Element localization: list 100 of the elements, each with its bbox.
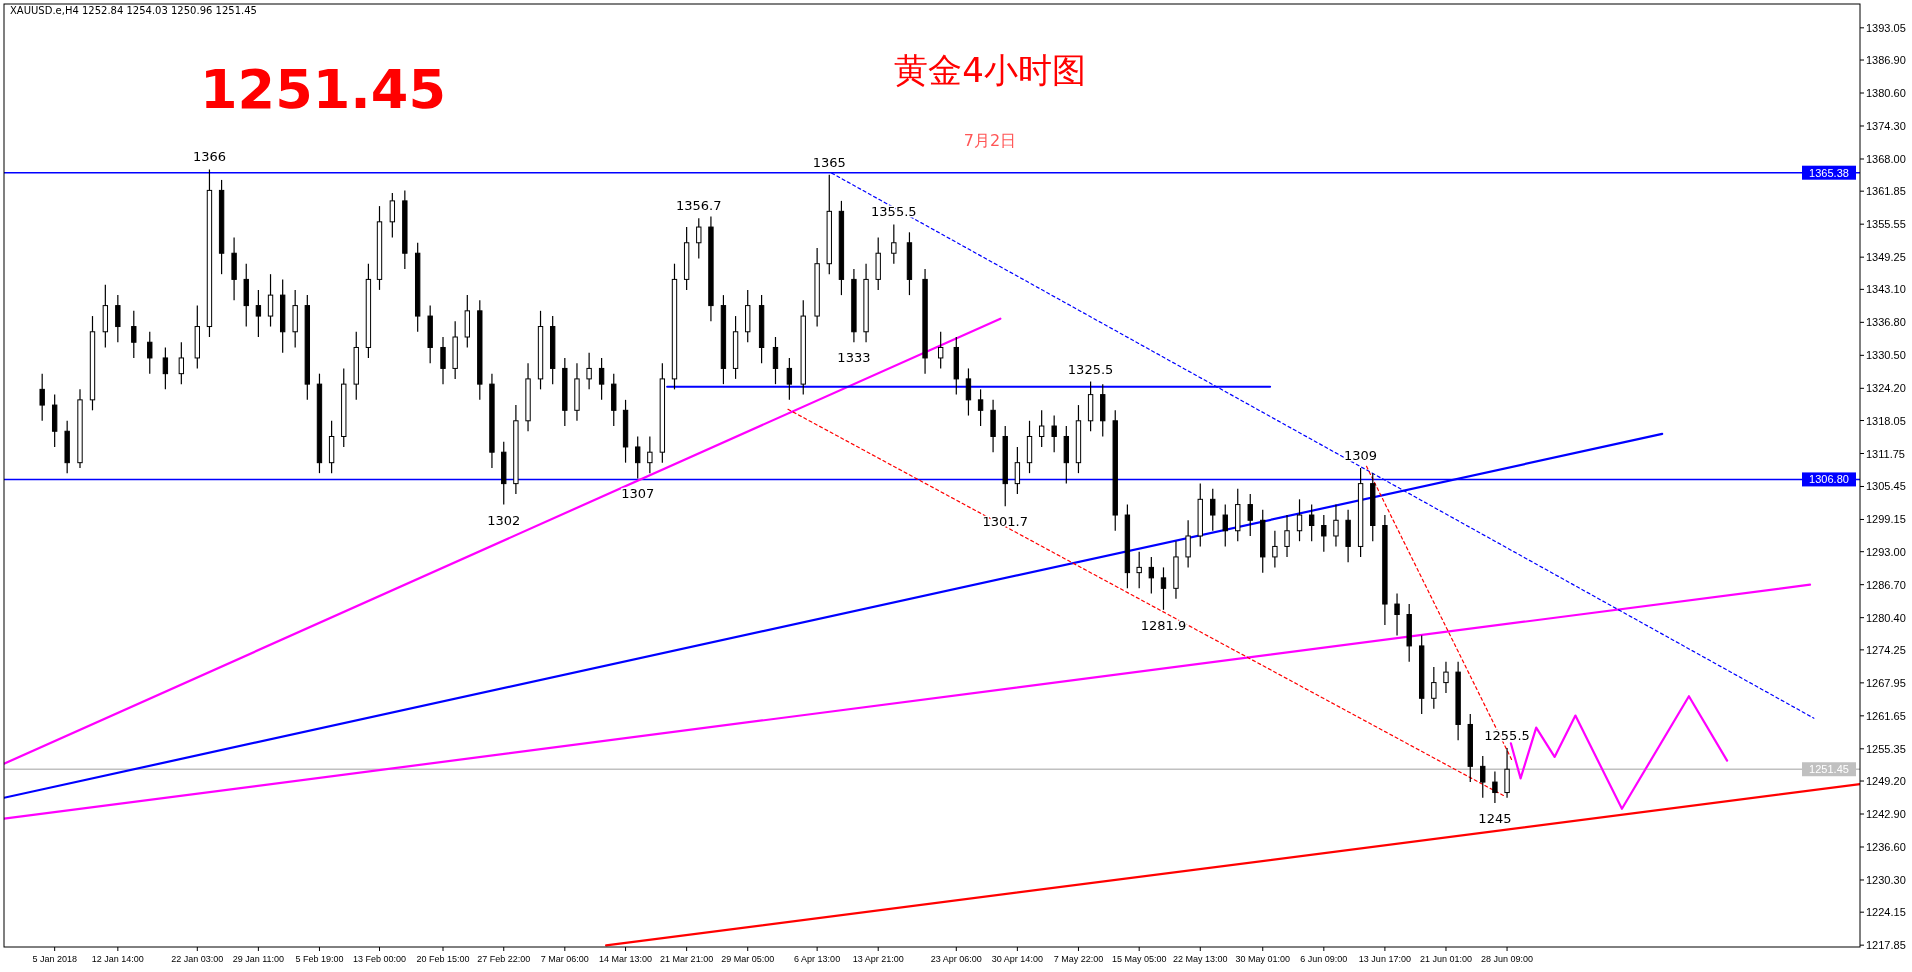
annotation: 1356.7 xyxy=(676,198,722,214)
candlestick xyxy=(635,435,641,479)
x-tick-label: 20 Feb 15:00 xyxy=(416,954,470,964)
candlestick xyxy=(1247,493,1253,537)
x-tick-label: 7 May 22:00 xyxy=(1053,954,1104,964)
candlestick xyxy=(1296,498,1303,542)
y-tick-label: 1217.85 xyxy=(1866,939,1906,952)
candlestick xyxy=(965,367,972,417)
annotation: 1281.9 xyxy=(1140,617,1187,633)
x-tick-label: 5 Feb 19:00 xyxy=(295,954,344,964)
x-tick-label: 12 Jan 14:00 xyxy=(91,954,144,964)
x-tick-label: 6 Apr 13:00 xyxy=(794,954,841,964)
candlestick xyxy=(1038,409,1045,448)
candlestick xyxy=(1051,414,1057,453)
candlestick xyxy=(586,352,592,390)
candlestick xyxy=(1333,503,1339,548)
x-tick-label: 15 May 05:00 xyxy=(1111,954,1167,964)
x-tick-label: 30 May 01:00 xyxy=(1235,954,1291,964)
y-tick-label: 1374.30 xyxy=(1866,120,1906,132)
annotation: 1365 xyxy=(812,154,846,170)
annotation: 1255.5 xyxy=(1484,728,1530,744)
y-tick-label: 1386.90 xyxy=(1866,54,1906,67)
candlestick xyxy=(1431,666,1437,710)
annotation: 1325.5 xyxy=(1067,361,1114,377)
x-tick-label: 22 Jan 03:00 xyxy=(171,954,224,964)
y-tick-label: 1299.15 xyxy=(1866,513,1906,526)
y-tick-label: 1242.90 xyxy=(1866,808,1906,821)
candlestick xyxy=(267,273,274,328)
candlestick xyxy=(786,357,793,401)
y-tick-label: 1343.10 xyxy=(1866,283,1906,296)
y-tick-label: 1255.35 xyxy=(1866,742,1906,755)
y-tick-label: 1236.60 xyxy=(1866,840,1906,853)
y-tick-label: 1368.00 xyxy=(1866,152,1906,165)
candlestick xyxy=(1394,592,1400,637)
candlestick xyxy=(131,310,137,359)
candlestick xyxy=(1308,503,1315,542)
candlestick xyxy=(1504,747,1510,799)
candlestick xyxy=(1480,755,1486,799)
annotation: 1302 xyxy=(487,512,521,528)
y-tick-label: 1280.40 xyxy=(1866,611,1906,624)
annotation: 1301.7 xyxy=(982,514,1028,530)
annotation: 1309 xyxy=(1344,447,1378,463)
candlestick xyxy=(162,346,169,390)
x-tick-label: 6 Jun 09:00 xyxy=(1300,954,1348,964)
y-tick-label: 1230.30 xyxy=(1866,873,1906,886)
candlestick xyxy=(1160,566,1167,611)
y-tick-label: 1361.85 xyxy=(1866,185,1906,198)
y-tick-label: 1286.70 xyxy=(1866,578,1906,591)
y-tick-label: 1393.05 xyxy=(1866,21,1906,34)
x-tick-label: 29 Jan 11:00 xyxy=(232,954,285,964)
candlestick xyxy=(1222,503,1228,548)
candlestick xyxy=(1148,556,1155,595)
x-tick-label: 23 Apr 06:00 xyxy=(930,954,982,964)
annotation: 1333 xyxy=(837,350,871,366)
candlestick xyxy=(389,192,396,239)
y-tick-label: 1380.60 xyxy=(1866,87,1906,100)
ref-line-label: 1251.45 xyxy=(1809,763,1849,776)
y-tick-label: 1336.80 xyxy=(1866,316,1906,329)
ref-line-label: 1306.80 xyxy=(1809,473,1849,486)
y-tick-label: 1249.20 xyxy=(1866,775,1906,788)
candlestick xyxy=(696,217,702,260)
y-tick-label: 1305.45 xyxy=(1866,480,1906,493)
y-tick-label: 1267.95 xyxy=(1866,676,1906,689)
candlestick xyxy=(115,294,121,343)
candlestick xyxy=(1210,488,1216,532)
candlestick xyxy=(1492,770,1498,804)
y-tick-label: 1330.50 xyxy=(1866,349,1906,362)
candlestick xyxy=(977,388,984,427)
candlestick xyxy=(1185,519,1191,568)
annotation: 1307 xyxy=(621,486,655,502)
candlestick xyxy=(1014,446,1021,495)
candlestick xyxy=(1272,530,1278,568)
candlestick xyxy=(1443,661,1449,694)
x-tick-label: 27 Feb 22:00 xyxy=(477,954,531,964)
y-tick-label: 1224.15 xyxy=(1866,906,1906,919)
candlestick xyxy=(1284,514,1290,558)
text: 黄金4小时图 xyxy=(894,50,1086,90)
ref-line-label: 1365.38 xyxy=(1809,166,1849,179)
x-tick-label: 30 Apr 14:00 xyxy=(991,954,1043,964)
annotation: XAUUSD.e,H4 1252.84 1254.03 1250.96 1251.45 xyxy=(10,5,257,16)
x-tick-label: 29 Mar 05:00 xyxy=(721,954,775,964)
annotation: 1355.5 xyxy=(871,204,917,220)
candlestick xyxy=(178,341,185,385)
annotation: 1245 xyxy=(1478,811,1512,827)
x-tick-label: 13 Apr 21:00 xyxy=(852,954,904,964)
x-tick-label: 21 Jun 01:00 xyxy=(1419,954,1472,964)
y-tick-label: 1318.05 xyxy=(1866,414,1906,427)
annotation: 1251.45 xyxy=(200,58,446,121)
x-tick-label: 7 Mar 06:00 xyxy=(540,954,589,964)
candlestick xyxy=(598,357,605,401)
y-tick-label: 1324.20 xyxy=(1866,382,1906,395)
candlestick xyxy=(772,336,779,385)
y-tick-label: 1293.00 xyxy=(1866,545,1906,558)
y-tick-label: 1274.25 xyxy=(1866,643,1906,656)
x-tick-label: 13 Jun 17:00 xyxy=(1358,954,1411,964)
y-tick-label: 1355.55 xyxy=(1866,218,1906,231)
text: 7月2日 xyxy=(963,131,1017,150)
y-tick-label: 1311.75 xyxy=(1866,447,1905,460)
candlestick xyxy=(1321,514,1327,553)
candlestick xyxy=(891,223,897,265)
